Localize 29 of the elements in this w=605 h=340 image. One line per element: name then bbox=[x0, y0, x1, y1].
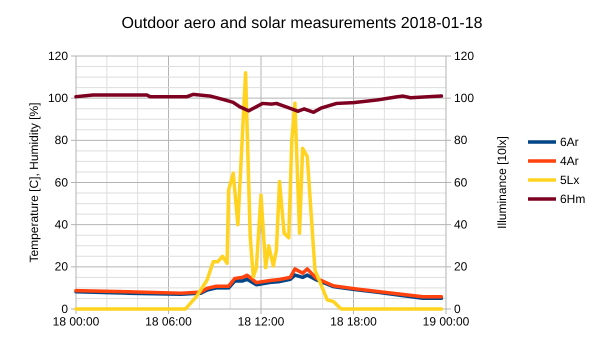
y-tick-label: 80 bbox=[54, 133, 68, 148]
y2-tick-label: 60 bbox=[454, 175, 468, 190]
y2-tick-label: 100 bbox=[454, 91, 474, 106]
y-tick-label: 20 bbox=[54, 260, 68, 274]
y2-tick-label: 0 bbox=[454, 302, 461, 316]
y2-tick-label: 120 bbox=[454, 48, 474, 63]
x-tick-label: 18 06:00 bbox=[145, 314, 192, 329]
y2-axis-title: Illuminance [10lx] bbox=[495, 136, 509, 229]
y2-tick-label: 20 bbox=[454, 260, 468, 274]
legend-label: 4Ar bbox=[560, 154, 579, 168]
y2-tick-label: 40 bbox=[454, 218, 468, 232]
legend-label: 5Lx bbox=[560, 173, 580, 187]
line-series bbox=[74, 92, 444, 114]
y-axis-title: Temperature [C], Humidity [%] bbox=[27, 102, 41, 263]
line-series bbox=[74, 267, 444, 299]
y-tick-label: 0 bbox=[61, 302, 68, 316]
y2-tick-label: 80 bbox=[454, 133, 468, 148]
legend-label: 6Ar bbox=[560, 135, 579, 149]
y-tick-label: 120 bbox=[48, 48, 68, 63]
y-tick-label: 100 bbox=[48, 91, 68, 106]
x-tick-label: 18 00:00 bbox=[52, 314, 100, 329]
line-series bbox=[74, 71, 444, 311]
y-tick-label: 40 bbox=[54, 218, 68, 232]
x-tick-label: 18 12:00 bbox=[238, 314, 285, 329]
x-tick-label: 18 18:00 bbox=[330, 314, 378, 329]
x-tick-label: 19 00:00 bbox=[422, 314, 470, 329]
chart-title: Outdoor aero and solar measurements 2018-01-18 bbox=[121, 15, 483, 32]
y-tick-label: 60 bbox=[54, 175, 68, 190]
legend-label: 6Hm bbox=[560, 192, 586, 206]
